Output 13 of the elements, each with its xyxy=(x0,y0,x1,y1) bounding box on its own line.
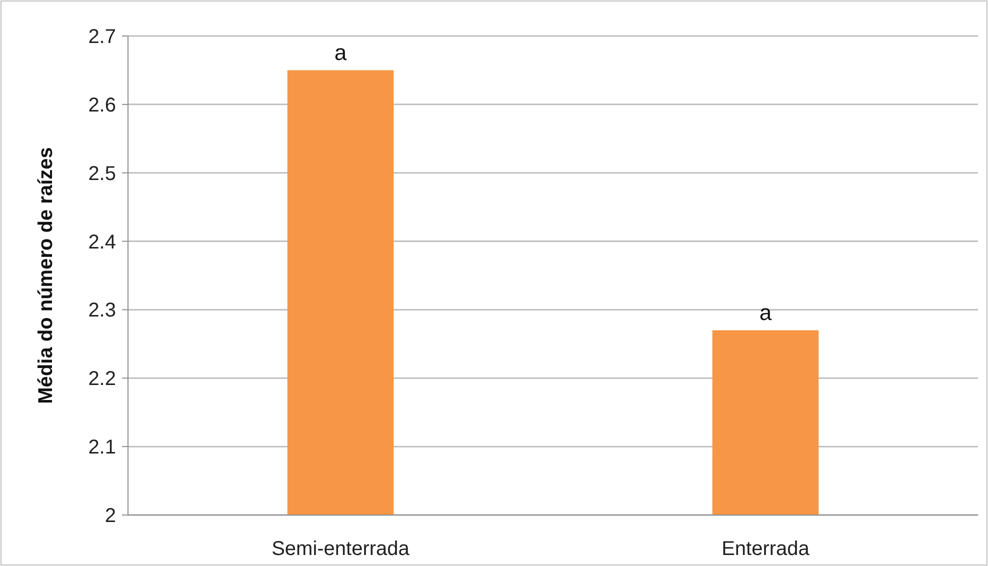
x-tick-label: Semi-enterrada xyxy=(272,538,410,560)
y-tick-label: 2.6 xyxy=(88,94,116,116)
annotation: a xyxy=(334,40,348,66)
y-tick-label: 2.4 xyxy=(88,231,116,254)
y-axis-title: Média do número de raízes xyxy=(35,147,57,404)
y-tick-label: 2.7 xyxy=(88,26,116,48)
x-tick-label: Enterrada xyxy=(722,538,810,560)
annotation: a xyxy=(759,300,772,326)
y-tick-label: 2.3 xyxy=(88,300,116,322)
y-tick-label: 2.5 xyxy=(88,162,116,185)
y-tick-label: 2.2 xyxy=(88,368,116,390)
y-tick-label: 2.1 xyxy=(88,436,116,459)
y-tick-label: 2 xyxy=(104,505,116,527)
